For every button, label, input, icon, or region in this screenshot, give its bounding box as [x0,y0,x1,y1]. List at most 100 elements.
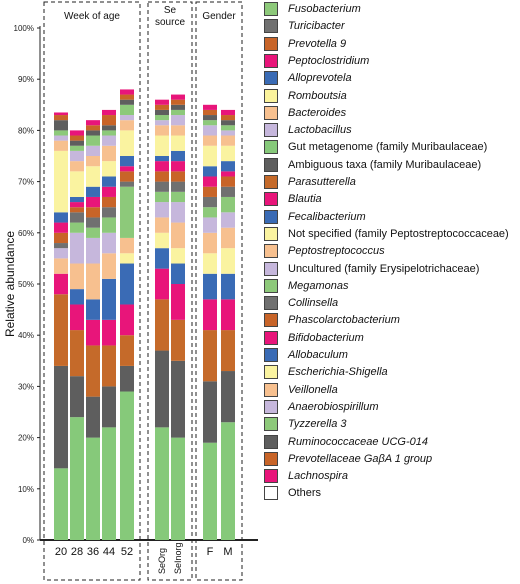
legend-swatch [264,175,278,189]
bar-segment [120,304,134,336]
legend-swatch [264,209,278,224]
bar-segment [54,120,68,131]
bar-segment [203,109,217,116]
legend-label: Alloprevotela [288,72,352,85]
legend-label: Parasutterella [288,176,356,188]
bar-segment [171,161,185,172]
bar-segment [155,156,169,162]
bar-segment [221,135,235,146]
bar-segment [86,263,100,300]
bar-segment [120,263,134,305]
x-tick-label: 36 [87,546,99,558]
x-tick-label: 20 [55,546,67,558]
bar-segment [171,135,185,151]
legend-label: Turicibacter [288,20,345,33]
bar-segment [86,217,100,228]
bar-segment [171,150,185,162]
legend-swatch [264,486,278,501]
legend-swatch [264,226,278,241]
bar-segment [120,237,134,254]
bar-segment [221,299,235,331]
legend-label: Tyzzerella 3 [288,418,347,431]
bar-segment [54,222,68,233]
legend-label: Bacteroides [288,106,347,119]
bar-segment [155,232,169,249]
x-tick-label: M [223,546,232,558]
bar-segment [54,294,68,366]
bar-segment [86,319,100,346]
legend-label: Collinsella [288,297,339,310]
bar-segment [102,217,116,233]
bar-segment [86,299,100,320]
bar-segment [70,304,84,331]
bar-segment [102,278,116,320]
bar-segment [155,99,169,105]
bar-segment [171,115,185,126]
bar-segment [102,130,116,136]
legend-swatch [264,261,278,276]
bar-segment [86,237,100,264]
bar-segment [86,130,100,136]
legend-label: Blautia [288,193,322,206]
bar-segment [221,130,235,136]
bar-segment [155,120,169,126]
y-axis-label: Relative abundance [3,231,17,337]
bar-segment [171,171,185,182]
bar-segment [70,222,84,233]
bar-segment [171,319,185,361]
bar-segment [70,232,84,264]
legend-label: Ruminococcaceae UCG-014 [288,435,429,448]
bar-segment [203,176,217,187]
bar-segment [120,391,134,540]
legend-label: Lachnospira [288,470,348,483]
bar-segment [54,140,68,151]
bar-segment [203,253,217,274]
legend-swatch [264,330,278,345]
legend-label: Uncultured (family Erysipelotrichaceae) [288,262,480,275]
bar-segment [221,171,235,177]
bar-segment [120,104,134,116]
legend-swatch [264,417,278,432]
bar-segment [171,125,185,136]
bar-segment [203,299,217,331]
legend-swatch [264,36,278,51]
bar-segment [171,248,185,264]
bar-segment [203,381,217,443]
bar-segment [102,186,116,197]
bar-segment [120,186,134,238]
bar-segment [171,94,185,100]
bar-segment [102,232,116,254]
legend-swatch [264,278,278,293]
bar-segment [221,161,235,172]
bar-segment [54,248,68,259]
bar-segment [171,437,185,540]
legend-swatch [264,19,278,34]
bar-segment [102,109,116,116]
group-title: Week of age [64,11,120,22]
bar-segment [54,365,68,469]
bar-segment [203,145,217,167]
bar-segment [120,171,134,182]
bar-segment [70,212,84,223]
legend-label: Lactobacillus [288,124,352,137]
bar-segment [120,120,134,131]
legend-swatch [264,348,278,362]
legend-label: Bifidobacterium [288,331,364,344]
y-tick-label: 40% [18,331,34,340]
bar-segment [203,442,217,540]
bar-segment [120,365,134,392]
bar-segment [221,186,235,197]
y-tick-label: 70% [18,178,34,187]
bar-segment [221,145,235,162]
legend-label: Phascolarctobacterium [288,314,400,327]
y-tick-label: 100% [14,24,34,33]
legend-swatch [264,53,278,68]
bar-segment [70,202,84,208]
legend-label: Prevotellaceae GaβA 1 group [288,452,433,465]
bar-segment [120,99,134,105]
bar-segment [120,253,134,264]
bar-segment [203,115,217,121]
bar-segment [54,112,68,116]
bar-segment [120,181,134,187]
